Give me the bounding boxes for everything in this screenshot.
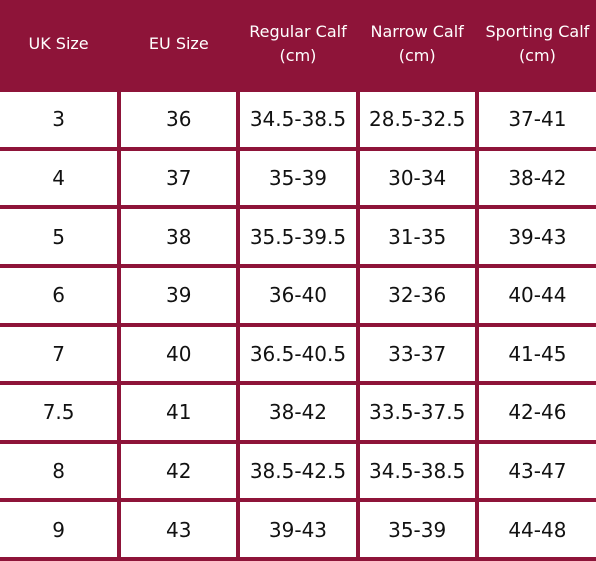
table-cell: 39-43 xyxy=(236,498,360,561)
header-cell: Regular Calf (cm) xyxy=(236,0,360,92)
table-cell: 4 xyxy=(0,146,122,210)
table-cell: 6 xyxy=(0,263,122,327)
table-cell: 38-42 xyxy=(236,381,360,444)
table-cell: 36-40 xyxy=(236,263,360,327)
table-cell: 30-34 xyxy=(355,146,479,210)
table-cell: 31-35 xyxy=(355,205,479,268)
table-body: 3 36 34.5-38.5 28.5-32.5 37-41 4 37 35-39 30-34 3… xyxy=(0,88,596,561)
table-cell: 28.5-32.5 xyxy=(355,88,479,151)
table-cell: 35-39 xyxy=(236,146,360,210)
table-cell: 42-46 xyxy=(474,381,596,444)
table-cell: 39-43 xyxy=(474,205,596,268)
table-row: 6 39 36-40 32-36 40-44 xyxy=(0,263,596,327)
table-cell: 41-45 xyxy=(474,322,596,386)
header-row: UK Size EU Size Regular Calf (cm) Narrow Ca… xyxy=(0,0,596,92)
table-cell: 8 xyxy=(0,439,122,503)
table-cell: 40 xyxy=(117,322,241,386)
table-cell: 36 xyxy=(117,88,241,151)
table-row: 4 37 35-39 30-34 38-42 xyxy=(0,146,596,210)
table-cell: 38.5-42.5 xyxy=(236,439,360,503)
table-row: 9 43 39-43 35-39 44-48 xyxy=(0,498,596,561)
table-cell: 43-47 xyxy=(474,439,596,503)
table-cell: 35.5-39.5 xyxy=(236,205,360,268)
table-cell: 32-36 xyxy=(355,263,479,327)
table-cell: 36.5-40.5 xyxy=(236,322,360,386)
table-cell: 9 xyxy=(0,498,122,561)
table-cell: 7.5 xyxy=(0,381,122,444)
header-cell: UK Size xyxy=(0,0,122,92)
table-cell: 37 xyxy=(117,146,241,210)
table-cell: 44-48 xyxy=(474,498,596,561)
table-cell: 38 xyxy=(117,205,241,268)
table-cell: 34.5-38.5 xyxy=(355,439,479,503)
table-cell: 3 xyxy=(0,88,122,151)
table-row: 5 38 35.5-39.5 31-35 39-43 xyxy=(0,205,596,268)
table-cell: 7 xyxy=(0,322,122,386)
table-cell: 43 xyxy=(117,498,241,561)
header-cell: Narrow Calf (cm) xyxy=(355,0,479,92)
header-cell: EU Size xyxy=(117,0,241,92)
table-cell: 41 xyxy=(117,381,241,444)
table-row: 3 36 34.5-38.5 28.5-32.5 37-41 xyxy=(0,88,596,151)
table-cell: 5 xyxy=(0,205,122,268)
table-row: 7 40 36.5-40.5 33-37 41-45 xyxy=(0,322,596,386)
table-header: UK Size EU Size Regular Calf (cm) Narrow Ca… xyxy=(0,0,596,92)
table-cell: 34.5-38.5 xyxy=(236,88,360,151)
table-cell: 42 xyxy=(117,439,241,503)
table-cell: 38-42 xyxy=(474,146,596,210)
table-cell: 40-44 xyxy=(474,263,596,327)
table-cell: 35-39 xyxy=(355,498,479,561)
header-cell: Sporting Calf (cm) xyxy=(474,0,596,92)
table-cell: 33.5-37.5 xyxy=(355,381,479,444)
table-cell: 39 xyxy=(117,263,241,327)
table-cell: 33-37 xyxy=(355,322,479,386)
table-row: 7.5 41 38-42 33.5-37.5 42-46 xyxy=(0,381,596,444)
table-row: 8 42 38.5-42.5 34.5-38.5 43-47 xyxy=(0,439,596,503)
table-cell: 37-41 xyxy=(474,88,596,151)
